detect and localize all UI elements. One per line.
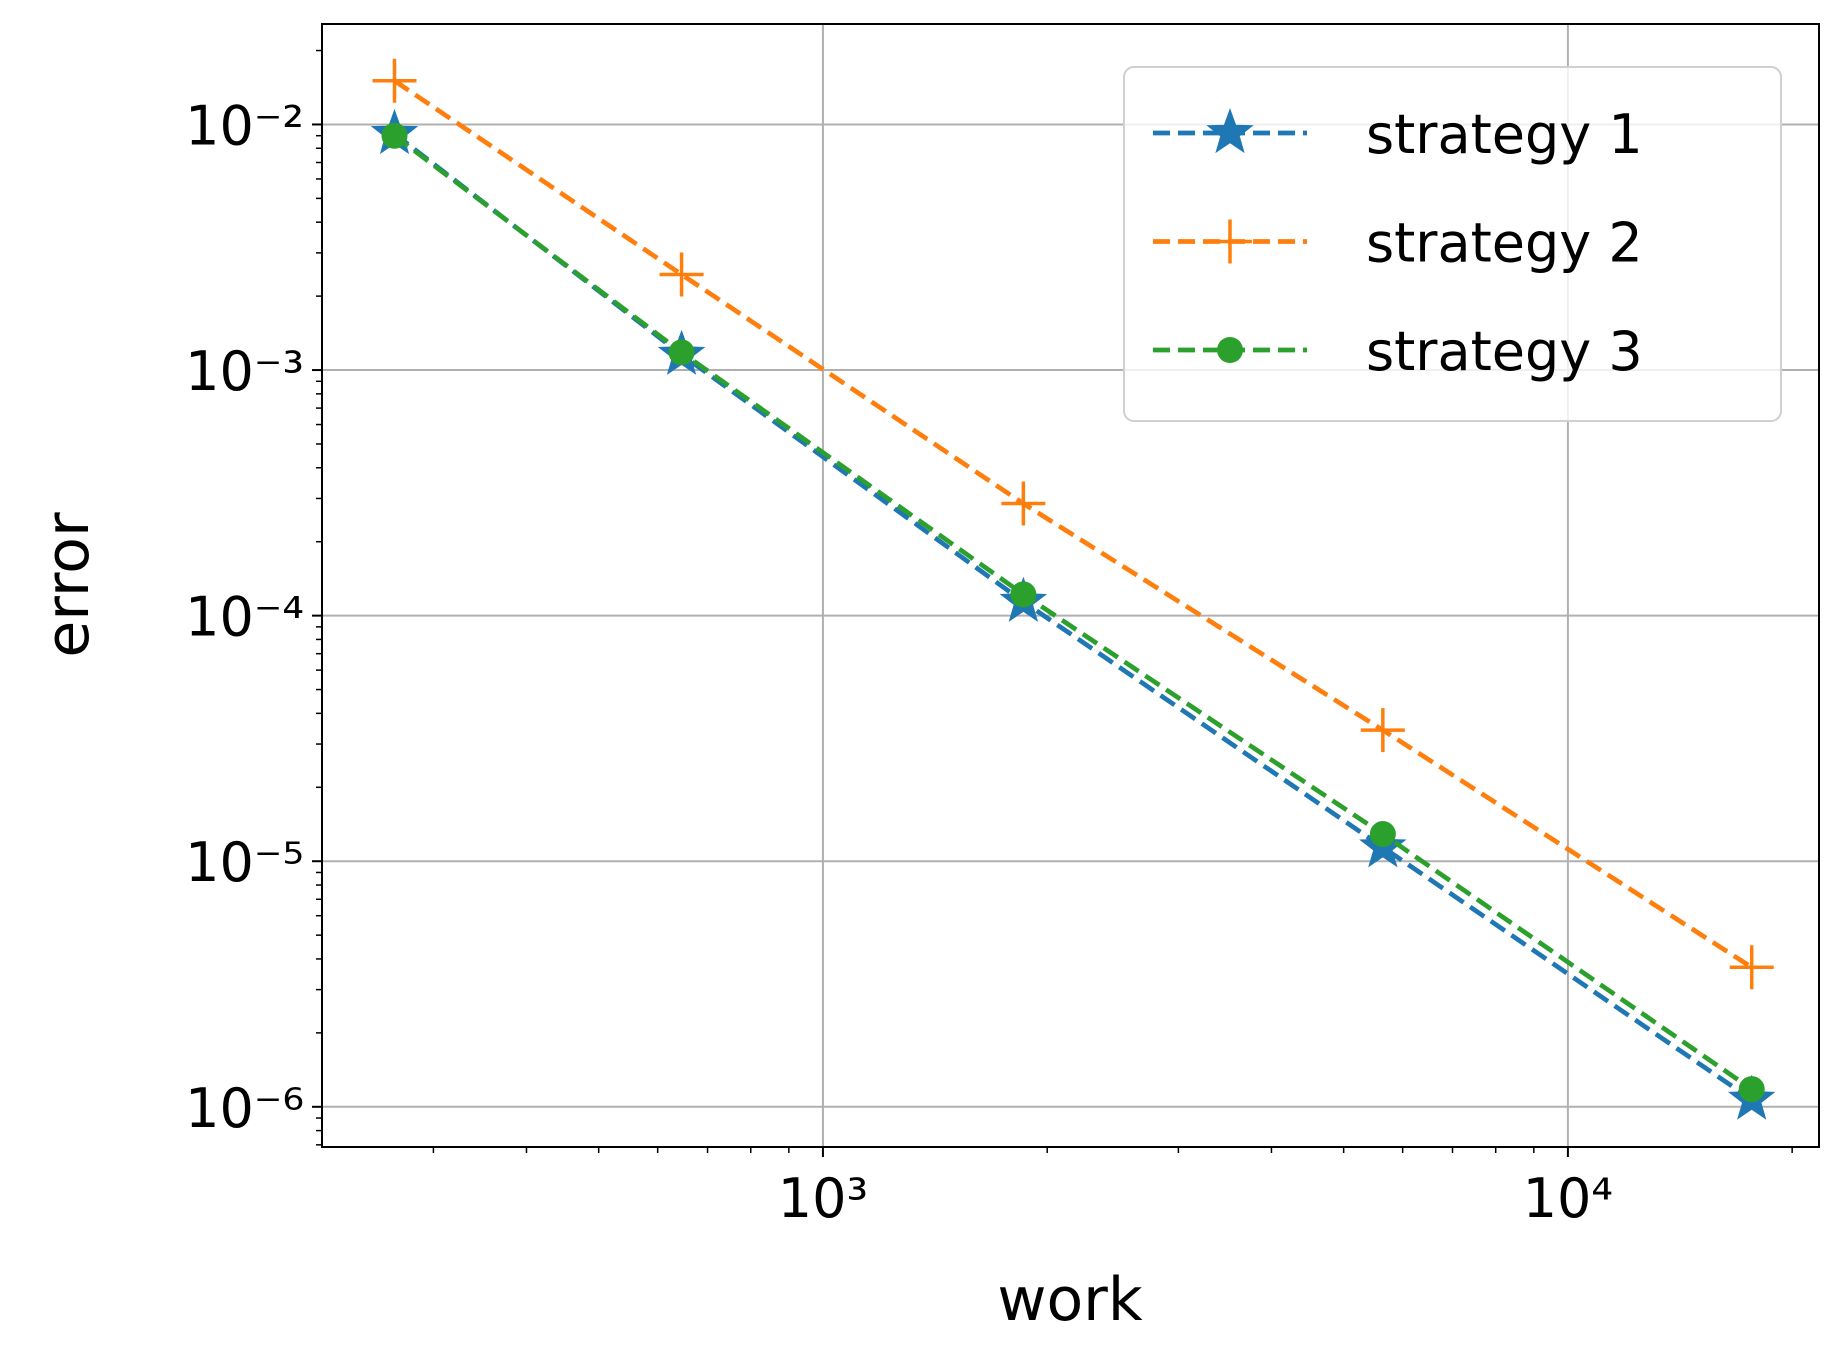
x-axis-label: work xyxy=(997,1265,1142,1335)
legend-label: strategy 2 xyxy=(1366,212,1643,275)
plus-marker xyxy=(1729,945,1774,990)
plus-marker xyxy=(372,58,417,103)
plus-marker xyxy=(659,252,704,297)
circle-marker xyxy=(381,122,408,149)
legend: strategy 1 strategy 2 strategy 3 xyxy=(1123,66,1782,422)
x-tick-label: 10³ xyxy=(778,1167,868,1230)
x-tick-label: 10⁴ xyxy=(1523,1167,1613,1230)
axes-frame xyxy=(321,23,1820,1148)
circle-marker xyxy=(1738,1076,1765,1103)
circle-marker xyxy=(1010,581,1037,608)
y-tick-label: 10⁻⁵ xyxy=(185,831,304,894)
circle-marker xyxy=(1369,821,1396,848)
plus-marker xyxy=(1360,708,1405,753)
y-axis-label: error xyxy=(33,512,103,658)
legend-label: strategy 3 xyxy=(1366,320,1643,383)
y-tick-label: 10⁻⁴ xyxy=(185,586,304,649)
legend-marker xyxy=(1206,108,1254,154)
circle-marker xyxy=(668,339,695,366)
y-tick-label: 10⁻³ xyxy=(185,340,304,403)
legend-marker xyxy=(1217,337,1243,363)
y-tick-label: 10⁻⁶ xyxy=(185,1077,304,1140)
y-tick-label: 10⁻² xyxy=(185,94,304,157)
plus-marker xyxy=(1001,481,1046,526)
legend-box xyxy=(1123,66,1782,422)
legend-marker xyxy=(1208,219,1252,264)
legend-label: strategy 1 xyxy=(1366,103,1643,166)
